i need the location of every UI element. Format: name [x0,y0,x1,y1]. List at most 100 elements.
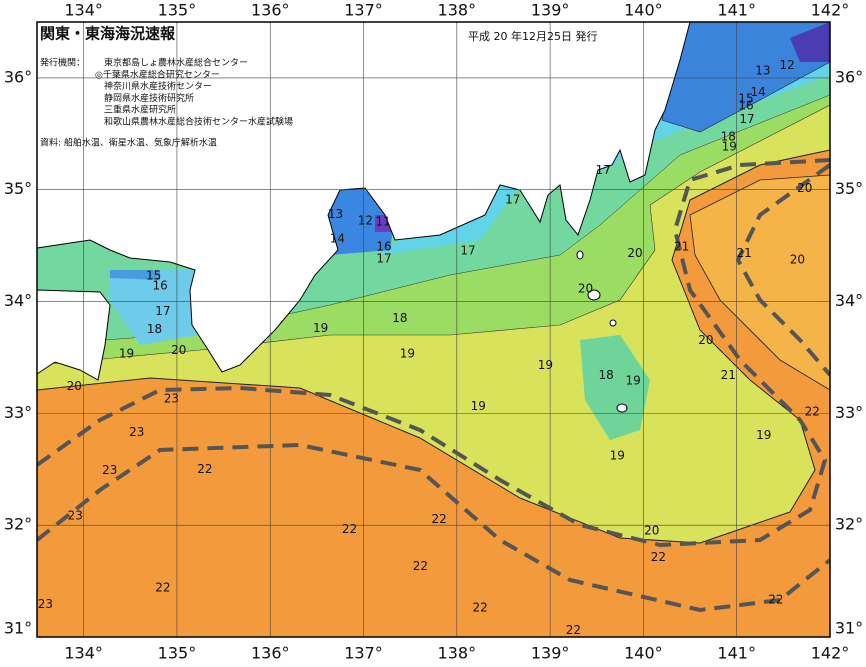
source: 資料: 船舶水温、衛星水温、気象庁解析水温 [40,137,217,149]
contour-label: 23 [68,509,83,523]
lat-label: 36° [835,67,863,86]
contour-label: 20 [698,333,713,347]
contour-label: 19 [626,373,641,387]
lon-label: 138° [438,644,477,663]
contour-label: 11 [375,215,390,229]
contour-label: 22 [155,580,170,594]
contour-label: 23 [164,391,179,405]
contour-label: 22 [651,550,666,564]
contour-label: 12 [358,214,373,228]
contour-label: 21 [737,246,752,260]
lon-label: 137° [344,1,383,20]
lat-label: 33° [835,403,863,422]
graticule [37,22,830,637]
lon-label: 140° [624,644,663,663]
lat-label: 34° [4,291,32,310]
kuroshio-axis [37,158,830,613]
kuroshio-line [735,163,830,377]
lat-label: 31° [835,619,863,638]
contour-label: 19 [400,347,415,361]
lon-label: 137° [344,644,383,663]
contour-label: 17 [505,192,520,206]
contour-label: 22 [342,522,357,536]
lon-label: 138° [438,1,477,20]
lon-label: 142° [811,1,850,20]
lat-label: 35° [4,179,32,198]
contour-label: 19 [756,428,771,442]
contour-label: 21 [721,368,736,382]
contour-label: 21 [674,239,689,253]
contour-label: 16 [153,278,168,292]
issuers-label: 発行機関： [40,57,85,69]
lat-label: 34° [835,291,863,310]
kuroshio-line [37,442,830,613]
contour-label: 18 [721,130,736,144]
contour-label: 16 [376,239,391,253]
lon-label: 135° [158,644,197,663]
contour-label: 22 [473,600,488,614]
contour-label: 14 [330,231,345,245]
lon-label: 134° [64,1,103,20]
lon-label: 135° [158,1,197,20]
lon-label: 140° [624,1,663,20]
contour-label: 17 [376,252,391,266]
issue-date: 平成 20 年12月25日 発行 [468,29,597,43]
contour-label: 22 [768,593,783,607]
contour-label: 22 [431,512,446,526]
contour-label: 19 [538,358,553,372]
contour-label: 19 [119,347,134,361]
lat-label: 35° [835,179,863,198]
contour-label: 20 [797,181,812,195]
contour-label: 23 [102,463,117,477]
contour-label: 12 [779,58,794,72]
lon-label: 136° [251,644,290,663]
contour-label: 14 [751,85,766,99]
contour-label: 15 [738,92,753,106]
contour-label: 18 [147,322,162,336]
contour-label: 20 [627,246,642,260]
contour-label: 23 [129,425,144,439]
contour-label: 22 [413,559,428,573]
issuer: 三重県水産研究所 [104,104,176,116]
contour-label: 22 [805,405,820,419]
island [587,289,601,301]
issuer: 静岡県水産技術研究所 [104,92,194,104]
lon-label: 141° [717,1,756,20]
contour-label: 19 [610,448,625,462]
contour-label: 13 [755,64,770,78]
contour-label: 17 [596,163,611,177]
lat-label: 32° [4,515,32,534]
lat-label: 36° [4,67,32,86]
issuer: 神奈川県水産技術センター [104,80,212,92]
contour-label: 22 [566,623,581,637]
lat-label: 31° [4,619,32,638]
kuroshio-line [37,158,830,548]
contour-label: 20 [790,253,805,267]
contour-label: 19 [722,140,737,154]
contour-label: 20 [644,523,659,537]
contour-label: 18 [598,368,613,382]
contour-label: 19 [313,321,328,335]
contour-label: 15 [146,268,161,282]
kii-channel [110,270,200,345]
lat-label: 32° [835,515,863,534]
contour-label: 17 [155,304,170,318]
contour-label: 16 [738,98,753,112]
lon-label: 139° [531,1,570,20]
contour-label: 20 [578,282,593,296]
shikoku [36,289,111,381]
contour-label: 22 [197,462,212,476]
island [616,403,628,413]
contour-label: 20 [171,343,186,357]
sea-cold [661,22,830,133]
island [609,319,617,327]
issuer: ◎千葉県水産総合研究センター [95,68,220,80]
lat-label: 33° [4,403,32,422]
title: 関東・東海海況速報 [40,25,176,43]
lon-label: 141° [717,644,756,663]
island [576,250,584,260]
lon-label: 139° [531,644,570,663]
